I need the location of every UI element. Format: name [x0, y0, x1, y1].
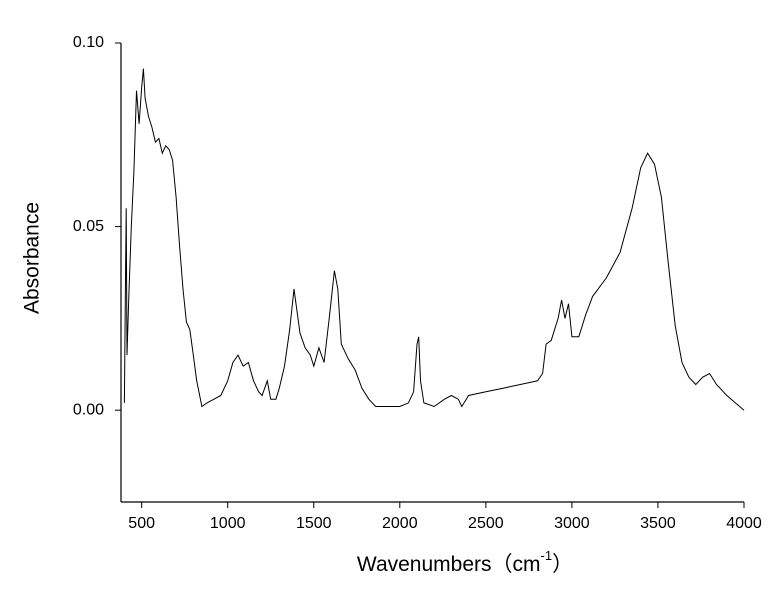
x-axis-title-main: Wavenumbers（cm: [357, 553, 541, 576]
x-axis-title-sup: -1: [541, 548, 553, 563]
x-tick-label: 1000: [210, 515, 246, 532]
spectrum-line: [123, 68, 745, 411]
x-tick-label: 4000: [726, 515, 762, 532]
y-tick-label: 0.10: [73, 34, 104, 51]
x-tick-label: 2500: [468, 515, 504, 532]
x-tick-label: 2000: [382, 515, 418, 532]
x-tick-label: 3500: [640, 515, 676, 532]
y-tick-label: 0.05: [73, 218, 104, 235]
y-axis-title: Absorbance: [21, 202, 44, 314]
x-axis-title: Wavenumbers（cm-1）: [357, 548, 573, 575]
x-axis-title-end: ）: [552, 553, 573, 576]
x-tick-label: 1500: [296, 515, 332, 532]
x-tick-label: 500: [128, 515, 155, 532]
y-tick-label: 0.00: [73, 401, 104, 418]
x-tick-label: 3000: [554, 515, 590, 532]
